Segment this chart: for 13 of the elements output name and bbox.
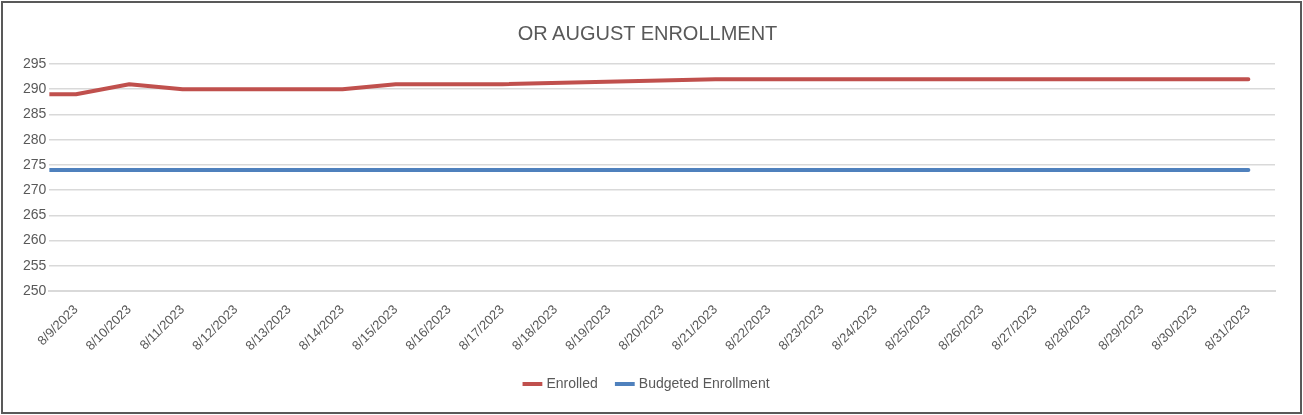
y-tick-label: 285 xyxy=(23,105,47,122)
y-tick-label: 255 xyxy=(23,256,47,273)
legend-label: Enrolled xyxy=(546,374,598,391)
y-tick-label: 275 xyxy=(23,155,47,172)
y-tick-label: 265 xyxy=(23,206,47,223)
chart-title: OR AUGUST ENROLLMENT xyxy=(517,21,778,44)
y-tick-label: 250 xyxy=(23,281,47,298)
y-tick-label: 270 xyxy=(23,181,47,198)
y-tick-label: 260 xyxy=(23,231,47,248)
y-tick-label: 280 xyxy=(23,130,47,147)
y-tick-label: 290 xyxy=(23,80,47,97)
legend-label: Budgeted Enrollment xyxy=(638,374,770,391)
y-tick-label: 295 xyxy=(23,54,47,71)
